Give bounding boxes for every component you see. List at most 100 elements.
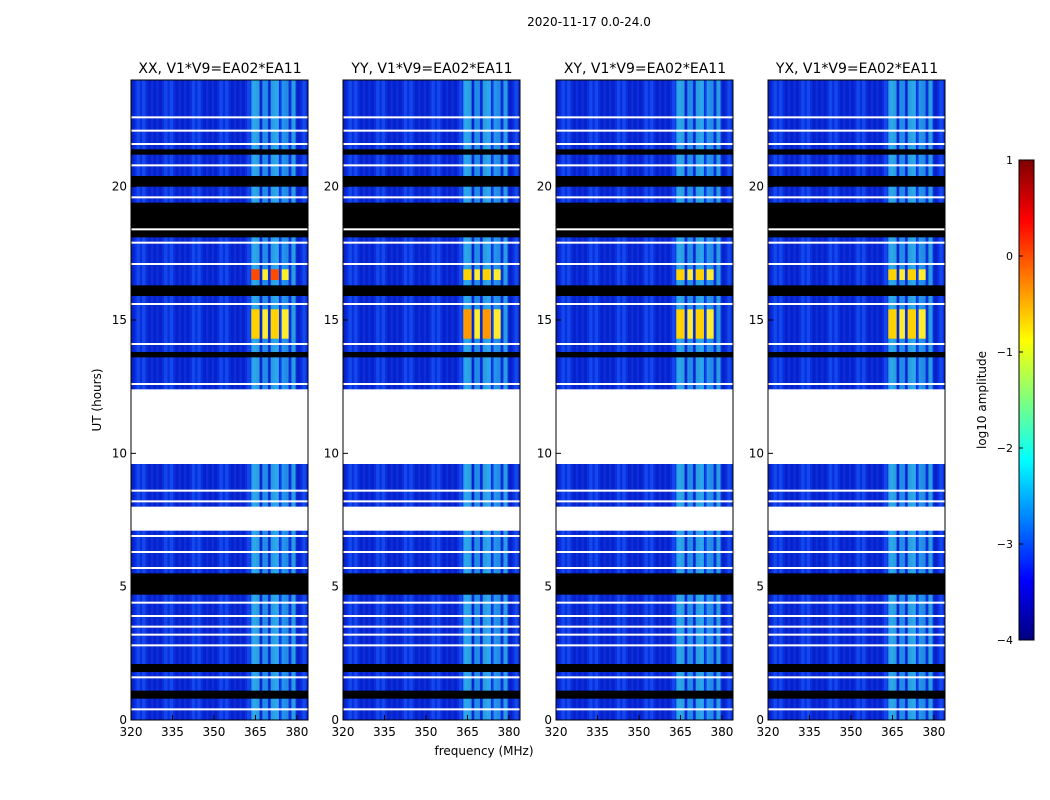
data-gap-line: [343, 625, 520, 628]
strong-signal-block: [918, 309, 926, 339]
data-gap-line: [768, 343, 945, 345]
panel-title: XY, V1*V9=EA02*EA11: [564, 61, 726, 77]
flagged-band: [343, 573, 520, 595]
x-tick-label: 335: [161, 725, 184, 739]
plot-frame: [767, 79, 946, 721]
y-tick-label: 0: [544, 713, 552, 727]
colorbar-tick-label: −1: [997, 346, 1013, 359]
flagged-band: [343, 202, 520, 238]
strong-signal-block: [482, 269, 491, 280]
data-gap-line: [768, 535, 945, 537]
data-gap-line: [556, 601, 733, 604]
data-gap-line: [131, 644, 308, 647]
data-gap-line: [131, 535, 308, 537]
flagged-band: [556, 690, 733, 699]
flagged-band: [131, 664, 308, 672]
data-gap-line: [343, 551, 520, 553]
data-gap-line: [343, 164, 520, 167]
x-axis: 320 335 350 365 380: [120, 715, 308, 739]
strong-signal-block: [493, 269, 501, 280]
figure-suptitle: 2020-11-17 0.0-24.0: [527, 15, 651, 29]
data-gap-line: [343, 143, 520, 145]
data-gap-line: [556, 615, 733, 617]
data-gap-line: [343, 343, 520, 345]
y-tick-label: 10: [749, 446, 764, 460]
colorbar-label: log10 amplitude: [975, 351, 989, 449]
flagged-band: [343, 149, 520, 155]
x-axis: 320 335 350 365 380: [545, 715, 733, 739]
strong-signal-block: [899, 269, 905, 280]
strong-signal-block: [262, 269, 268, 280]
x-axis: 320 335 350 365 380: [757, 715, 945, 739]
data-gap-line: [131, 601, 308, 604]
data-gap-line: [556, 676, 733, 679]
flagged-band: [556, 149, 733, 155]
data-gap-line: [768, 228, 945, 231]
colorbar: 1 0 −1 −2 −3 −4 log10 amplitude: [975, 154, 1035, 647]
data-gap-line: [131, 303, 308, 305]
flagged-band: [343, 285, 520, 296]
plot-frame: [130, 79, 309, 721]
data-gap-line: [131, 129, 308, 132]
y-tick-label: 15: [537, 313, 552, 327]
data-gap-line: [768, 625, 945, 628]
data-gap-line: [556, 567, 733, 569]
data-gap-line: [556, 228, 733, 231]
data-gap-line: [131, 708, 308, 711]
strong-signal-block: [281, 269, 289, 280]
data-gap-line: [343, 500, 520, 503]
strong-signal-block: [676, 269, 685, 280]
data-gap-line: [768, 263, 945, 265]
flagged-band: [768, 690, 945, 699]
missing-data-band: [556, 389, 733, 464]
data-gap-line: [768, 196, 945, 199]
x-tick-label: 350: [203, 725, 226, 739]
y-tick-label: 0: [331, 713, 339, 727]
x-tick-label: 365: [881, 725, 904, 739]
data-gap-line: [131, 143, 308, 145]
data-gap-line: [556, 633, 733, 636]
flagged-band: [131, 285, 308, 296]
y-tick-label: 20: [749, 180, 764, 194]
colorbar-tick-label: −3: [997, 538, 1013, 551]
data-gap-line: [556, 164, 733, 167]
flagged-band: [768, 202, 945, 238]
spectrogram-plot: [768, 80, 945, 720]
flagged-band: [556, 202, 733, 238]
data-gap-line: [556, 241, 733, 244]
flagged-band: [131, 202, 308, 238]
data-gap-line: [768, 676, 945, 679]
spectrogram-plot: [131, 80, 308, 720]
data-gap-line: [768, 143, 945, 145]
y-tick-label: 15: [749, 313, 764, 327]
panel-yx: YX, V1*V9=EA02*EA11 320 335 350 365 380 …: [749, 61, 946, 739]
strong-signal-block: [270, 309, 279, 339]
missing-data-band: [131, 389, 308, 464]
flagged-band: [768, 176, 945, 187]
data-gap-line: [556, 303, 733, 305]
flagged-band: [556, 573, 733, 595]
x-tick-label: 320: [545, 725, 568, 739]
missing-data-band: [131, 506, 308, 531]
strong-signal-block: [251, 309, 260, 339]
strong-signal-block: [907, 309, 916, 339]
flagged-band: [768, 573, 945, 595]
colorbar-tick-label: −2: [997, 442, 1013, 455]
data-gap-line: [131, 633, 308, 636]
data-gap-line: [556, 489, 733, 492]
flagged-band: [131, 149, 308, 155]
data-gap-line: [768, 615, 945, 617]
y-tick-label: 15: [112, 313, 127, 327]
plot-frame: [555, 79, 734, 721]
data-gap-line: [131, 228, 308, 231]
x-tick-label: 380: [922, 725, 945, 739]
data-gap-line: [556, 143, 733, 145]
flagged-band: [556, 285, 733, 296]
panel-title: YY, V1*V9=EA02*EA11: [350, 61, 512, 77]
data-gap-line: [343, 263, 520, 265]
strong-signal-block: [706, 309, 714, 339]
strong-signal-block: [695, 269, 704, 280]
data-gap-line: [556, 500, 733, 503]
spectrogram-plot: [556, 80, 733, 720]
